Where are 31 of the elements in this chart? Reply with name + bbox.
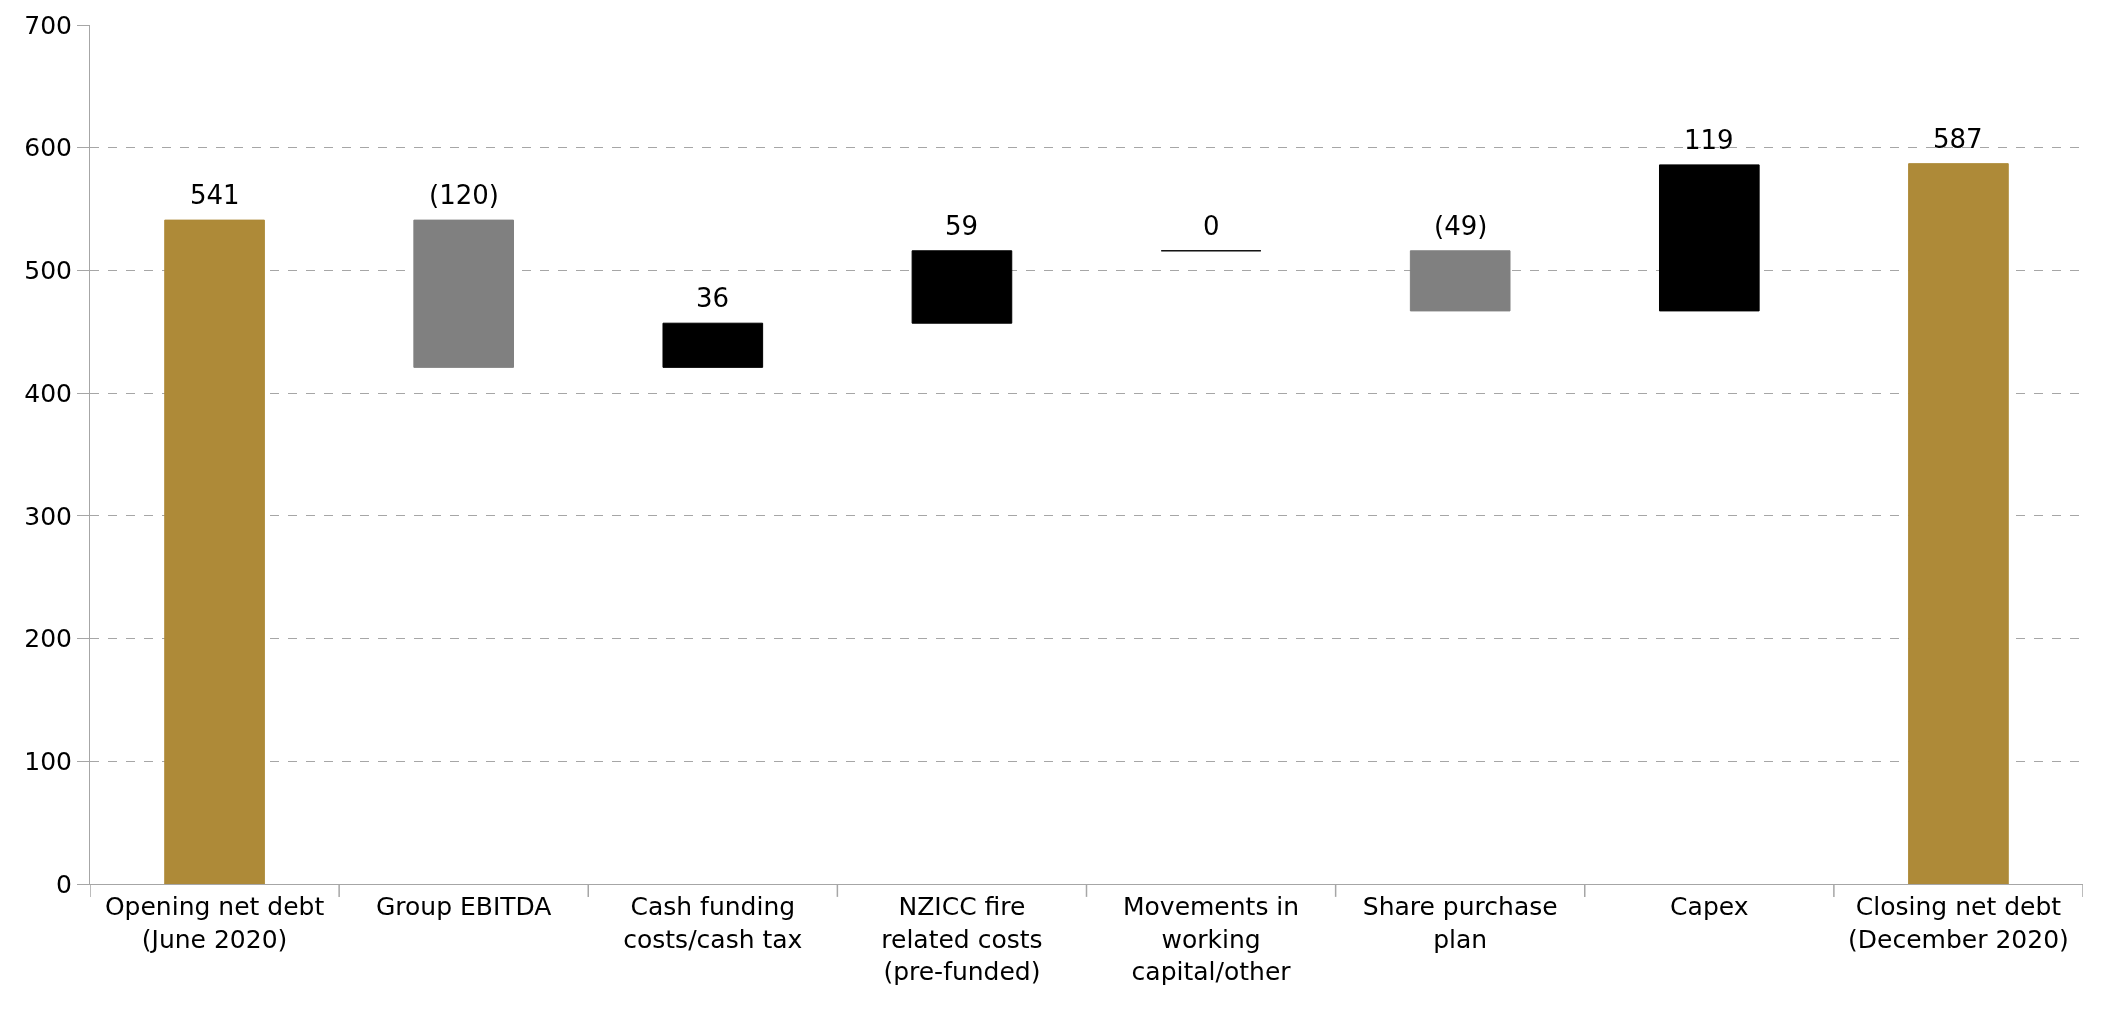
- x-tick-label: Group EBITDA: [375, 892, 552, 921]
- bar: [911, 250, 1013, 324]
- data-label: 59: [945, 211, 979, 241]
- data-label: 119: [1684, 125, 1734, 155]
- bar: [662, 322, 764, 368]
- data-label: 0: [1203, 211, 1220, 241]
- bar: [164, 219, 265, 884]
- x-tick-label: Cash funding costs/cash tax: [623, 892, 803, 954]
- x-tick-label: NZICC fire related costs (pre-funded): [881, 892, 1043, 986]
- y-tick-label: 100: [24, 747, 72, 777]
- y-tick-label: 200: [24, 624, 72, 654]
- y-tick-label: 400: [24, 378, 72, 408]
- data-label: (49): [1434, 211, 1488, 241]
- x-tick-label: Movements in working capital/other: [1122, 892, 1300, 986]
- x-tick-label: Share purchase plan: [1362, 892, 1558, 954]
- y-tick-label: 0: [56, 869, 72, 899]
- bar: [413, 219, 515, 368]
- x-tick-label: Capex: [1670, 892, 1749, 921]
- data-label: (120): [429, 180, 499, 210]
- data-label: 36: [696, 283, 730, 313]
- bar: [1409, 250, 1511, 312]
- data-label: 587: [1933, 124, 1983, 154]
- bar: [1908, 163, 2009, 884]
- y-tick-label: 600: [24, 133, 72, 163]
- y-tick-label: 500: [24, 256, 72, 286]
- data-label: 541: [190, 180, 240, 210]
- bar: [1658, 164, 1760, 312]
- x-tick-label: Closing net debt (December 2020): [1848, 892, 2069, 954]
- x-tick-label: Opening net debt (June 2020): [104, 892, 325, 954]
- y-tick-label: 300: [24, 501, 72, 531]
- y-tick-label: 700: [24, 10, 72, 40]
